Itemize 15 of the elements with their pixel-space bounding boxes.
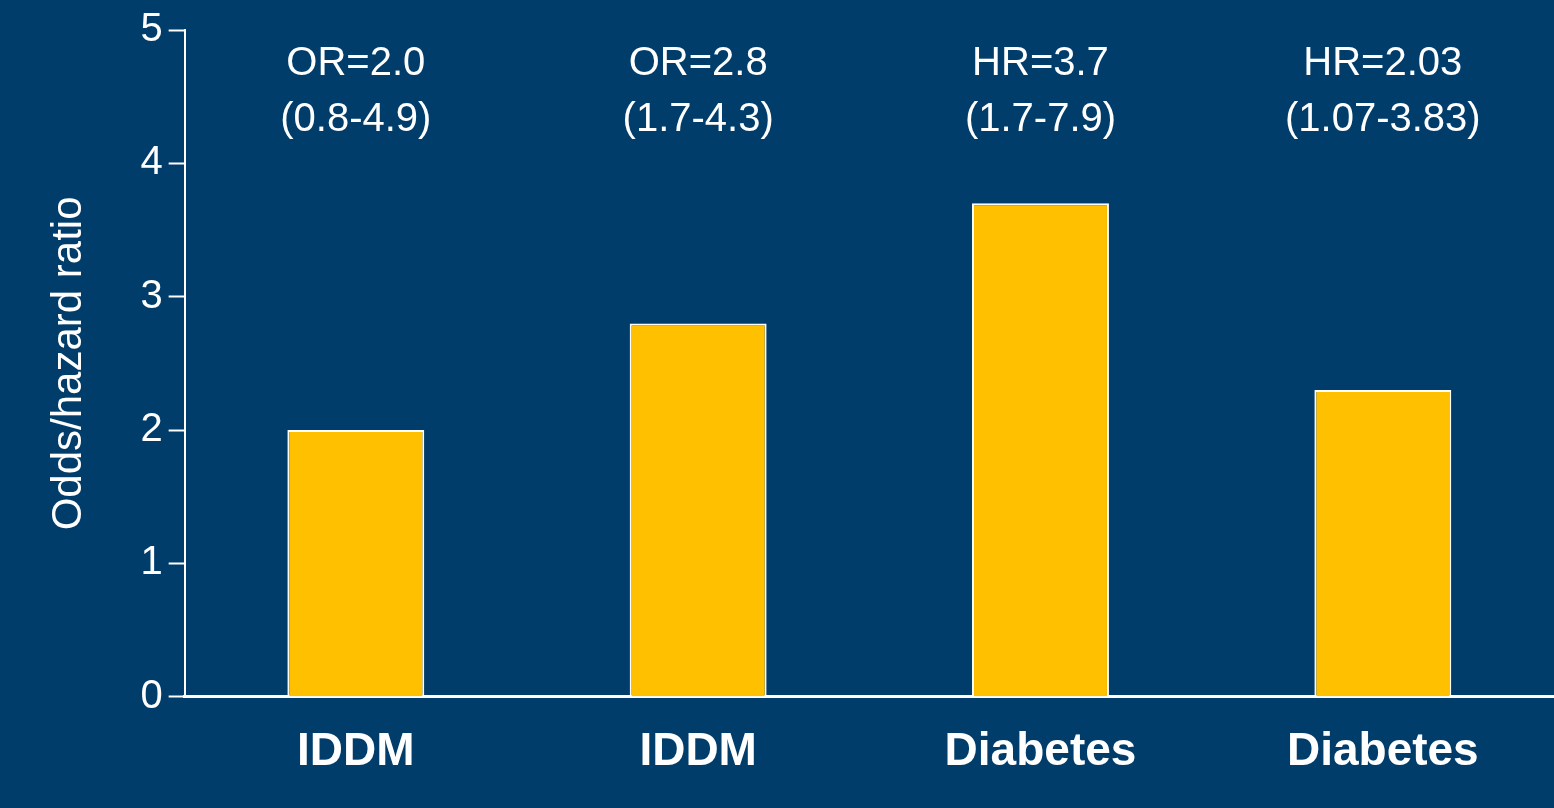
y-tick-label: 0: [140, 671, 163, 716]
y-tick-label: 5: [140, 5, 163, 50]
x-tick-label: IDDM: [639, 723, 757, 776]
y-axis-title: Odds/hazard ratio: [42, 196, 90, 531]
annotation: HR=3.7 (1.7-7.9): [964, 39, 1117, 140]
y-tick-label: 4: [140, 138, 163, 183]
annotation: OR=2.0 (0.8-4.9): [280, 39, 432, 140]
y-tick-label: 3: [140, 271, 163, 316]
annotation: OR=2.8 (1.7-4.3): [622, 39, 774, 140]
x-tick-label: Diabetes: [944, 723, 1137, 776]
y-tick-label: 2: [140, 405, 163, 450]
x-tick-label: Diabetes: [1286, 723, 1479, 776]
x-tick-label: IDDM: [297, 723, 415, 776]
annotation: HR=2.03 (1.07-3.83): [1284, 39, 1481, 140]
y-tick-label: 1: [140, 538, 163, 583]
